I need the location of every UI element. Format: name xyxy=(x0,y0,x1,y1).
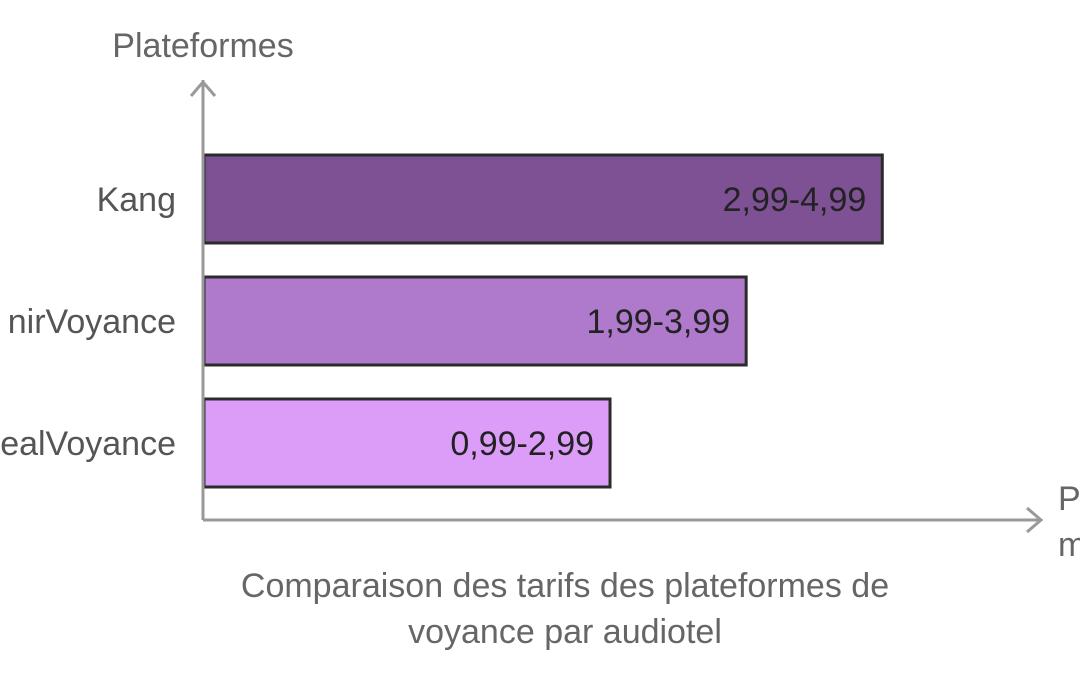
bar-value-label: 0,99-2,99 xyxy=(450,425,594,463)
bar-2 xyxy=(202,397,612,489)
labels-group: 2,99-4,99 Kang 1,99-3,99 nirVoyance 0,99-2,9… xyxy=(0,181,866,463)
bar-value-label: 2,99-4,99 xyxy=(723,181,867,219)
bar-0 xyxy=(202,153,884,245)
category-label: Kang xyxy=(97,181,176,219)
x-axis-arrow-icon xyxy=(1026,506,1044,534)
y-axis-title: Plateformes xyxy=(112,27,293,65)
bar-1 xyxy=(202,275,748,367)
x-axis-title: P…m… xyxy=(1058,480,1080,564)
chart-caption: Comparaison des tarifs des plateformes d… xyxy=(240,567,890,651)
y-axis-arrow-icon xyxy=(189,79,217,97)
bars-group xyxy=(202,153,884,489)
category-label: ealVoyance xyxy=(0,425,176,463)
category-label: nirVoyance xyxy=(8,303,176,341)
bar-value-label: 1,99-3,99 xyxy=(586,303,730,341)
